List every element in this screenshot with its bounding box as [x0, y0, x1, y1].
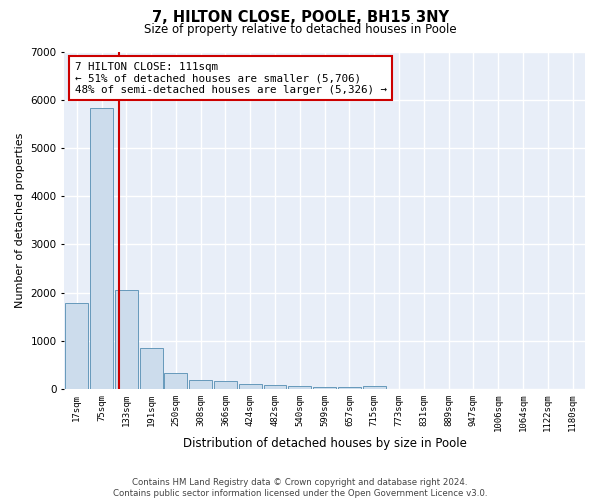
- Bar: [239, 384, 262, 389]
- Bar: [214, 382, 237, 389]
- Text: 7, HILTON CLOSE, POOLE, BH15 3NY: 7, HILTON CLOSE, POOLE, BH15 3NY: [151, 10, 449, 25]
- Bar: [115, 290, 138, 389]
- Bar: [65, 303, 88, 389]
- Bar: [338, 387, 361, 389]
- Text: Size of property relative to detached houses in Poole: Size of property relative to detached ho…: [143, 22, 457, 36]
- Bar: [289, 386, 311, 389]
- Bar: [164, 372, 187, 389]
- Bar: [140, 348, 163, 389]
- Bar: [90, 108, 113, 389]
- Bar: [263, 386, 286, 389]
- Bar: [363, 386, 386, 389]
- Text: 7 HILTON CLOSE: 111sqm
← 51% of detached houses are smaller (5,706)
48% of semi-: 7 HILTON CLOSE: 111sqm ← 51% of detached…: [75, 62, 387, 95]
- Text: Contains HM Land Registry data © Crown copyright and database right 2024.
Contai: Contains HM Land Registry data © Crown c…: [113, 478, 487, 498]
- Bar: [189, 380, 212, 389]
- X-axis label: Distribution of detached houses by size in Poole: Distribution of detached houses by size …: [183, 437, 467, 450]
- Bar: [313, 386, 336, 389]
- Y-axis label: Number of detached properties: Number of detached properties: [15, 132, 25, 308]
